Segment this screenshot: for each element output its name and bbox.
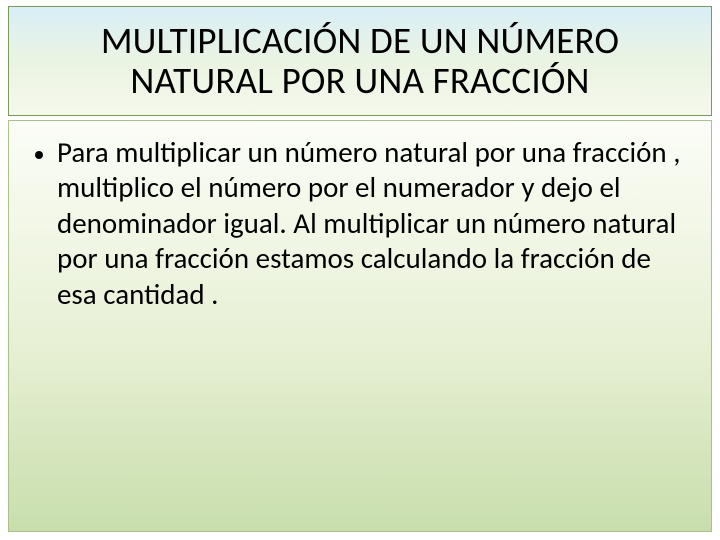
bullet-item: Para multiplicar un número natural por u… xyxy=(35,135,685,312)
bullet-text: Para multiplicar un número natural por u… xyxy=(57,135,685,312)
slide: MULTIPLICACIÓN DE UN NÚMERO NATURAL POR … xyxy=(0,0,720,540)
bullet-dot-icon xyxy=(35,151,43,159)
slide-title: MULTIPLICACIÓN DE UN NÚMERO NATURAL POR … xyxy=(27,21,693,101)
title-box: MULTIPLICACIÓN DE UN NÚMERO NATURAL POR … xyxy=(8,6,712,116)
body-box: Para multiplicar un número natural por u… xyxy=(8,120,712,532)
